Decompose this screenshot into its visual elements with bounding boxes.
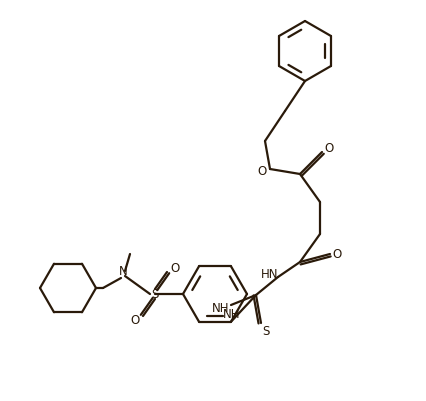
Text: O: O <box>170 262 179 275</box>
Text: O: O <box>331 248 341 261</box>
Text: O: O <box>130 314 139 327</box>
Text: S: S <box>262 325 269 338</box>
Text: O: O <box>324 142 333 155</box>
Text: N: N <box>118 265 127 278</box>
Text: S: S <box>151 288 158 301</box>
Text: O: O <box>257 165 266 178</box>
Text: NH: NH <box>212 302 229 315</box>
Text: HN: HN <box>261 268 278 281</box>
Text: NH: NH <box>222 307 240 320</box>
